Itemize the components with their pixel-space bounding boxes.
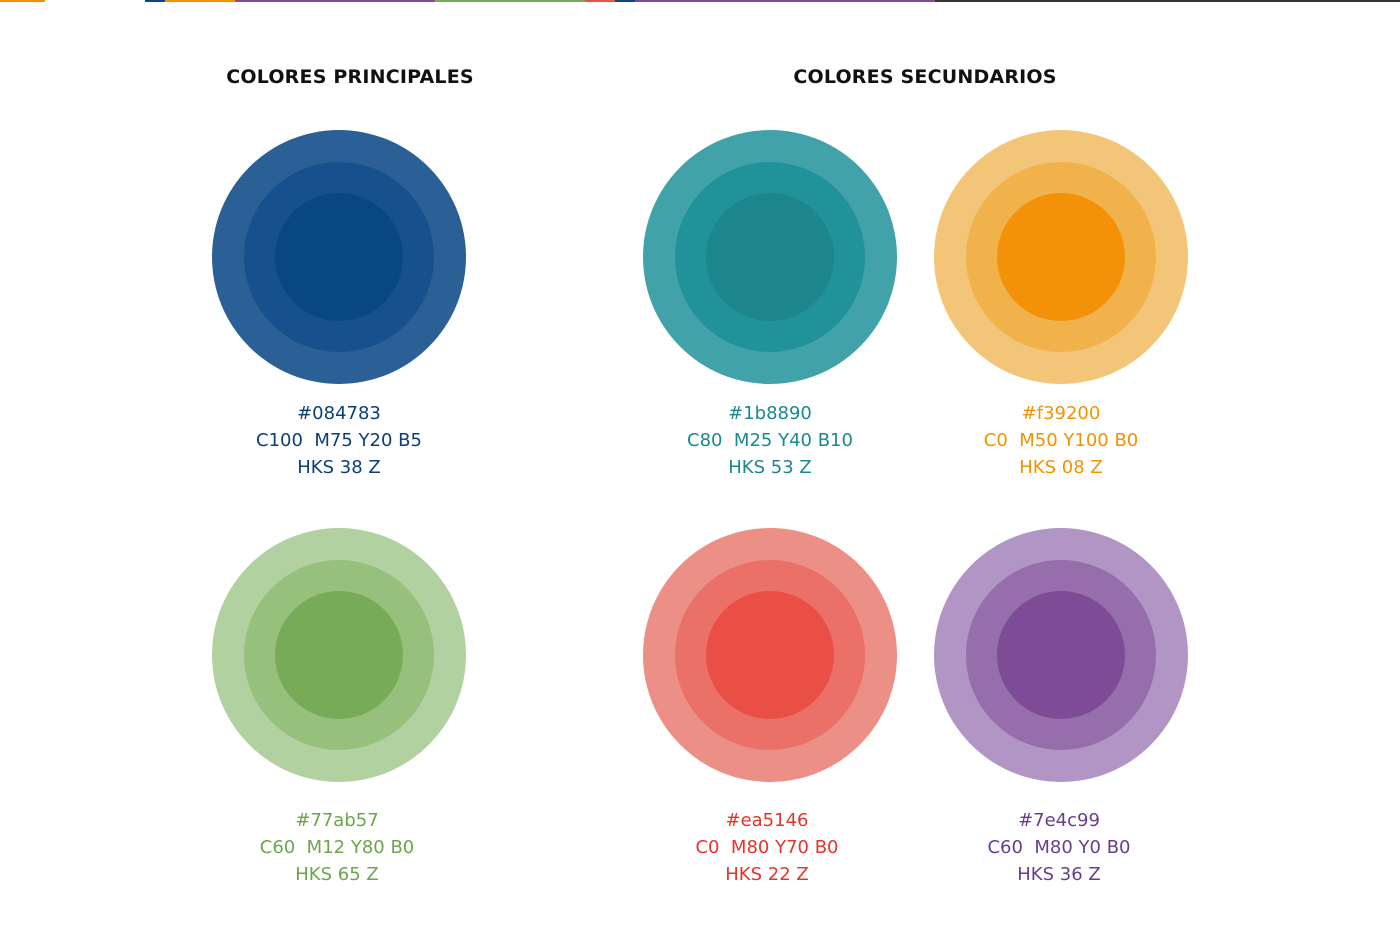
- color-info-red: #ea5146 C0 M80 Y70 B0 HKS 22 Z: [627, 807, 907, 888]
- cmyk-values: C0 M50 Y100 B0: [983, 430, 1139, 451]
- color-swatch-purple: [934, 528, 1188, 782]
- hex-code: #f39200: [1021, 403, 1101, 424]
- hex-code: #7e4c99: [1018, 810, 1100, 831]
- cmyk-values: C60 M80 Y0 B0: [987, 837, 1131, 858]
- strip-segment: [145, 0, 165, 2]
- color-swatch-green: [212, 528, 466, 782]
- color-info-blue: #084783 C100 M75 Y20 B5 HKS 38 Z: [199, 400, 479, 481]
- hks-code: HKS 36 Z: [1017, 864, 1101, 885]
- swatch-inner-circle: [706, 193, 834, 321]
- strip-segment: [585, 0, 615, 2]
- hks-code: HKS 08 Z: [1019, 457, 1103, 478]
- hks-code: HKS 65 Z: [295, 864, 379, 885]
- strip-segment: [0, 0, 45, 2]
- strip-segment: [235, 0, 435, 2]
- cmyk-values: C80 M25 Y40 B10: [687, 430, 853, 451]
- swatch-inner-circle: [997, 591, 1125, 719]
- hks-code: HKS 53 Z: [728, 457, 812, 478]
- color-info-green: #77ab57 C60 M12 Y80 B0 HKS 65 Z: [197, 807, 477, 888]
- hex-code: #77ab57: [295, 810, 379, 831]
- hex-code: #084783: [297, 403, 381, 424]
- cmyk-values: C0 M80 Y70 B0: [695, 837, 839, 858]
- color-swatch-orange: [934, 130, 1188, 384]
- color-swatch-teal: [643, 130, 897, 384]
- hks-code: HKS 38 Z: [297, 457, 381, 478]
- color-info-purple: #7e4c99 C60 M80 Y0 B0 HKS 36 Z: [919, 807, 1199, 888]
- swatch-inner-circle: [275, 591, 403, 719]
- color-swatch-red: [643, 528, 897, 782]
- strip-segment: [45, 0, 145, 2]
- strip-segment: [435, 0, 585, 2]
- strip-segment: [615, 0, 635, 2]
- cmyk-values: C60 M12 Y80 B0: [259, 837, 415, 858]
- hks-code: HKS 22 Z: [725, 864, 809, 885]
- color-swatch-blue: [212, 130, 466, 384]
- swatch-inner-circle: [706, 591, 834, 719]
- hex-code: #ea5146: [725, 810, 809, 831]
- strip-segment: [935, 0, 1400, 2]
- primary-colors-heading: COLORES PRINCIPALES: [226, 66, 474, 88]
- top-color-strip: [0, 0, 1400, 2]
- hex-code: #1b8890: [728, 403, 812, 424]
- strip-segment: [165, 0, 235, 2]
- secondary-colors-heading: COLORES SECUNDARIOS: [793, 66, 1057, 88]
- strip-segment: [635, 0, 935, 2]
- cmyk-values: C100 M75 Y20 B5: [256, 430, 422, 451]
- color-info-orange: #f39200 C0 M50 Y100 B0 HKS 08 Z: [921, 400, 1201, 481]
- color-info-teal: #1b8890 C80 M25 Y40 B10 HKS 53 Z: [630, 400, 910, 481]
- swatch-inner-circle: [997, 193, 1125, 321]
- swatch-inner-circle: [275, 193, 403, 321]
